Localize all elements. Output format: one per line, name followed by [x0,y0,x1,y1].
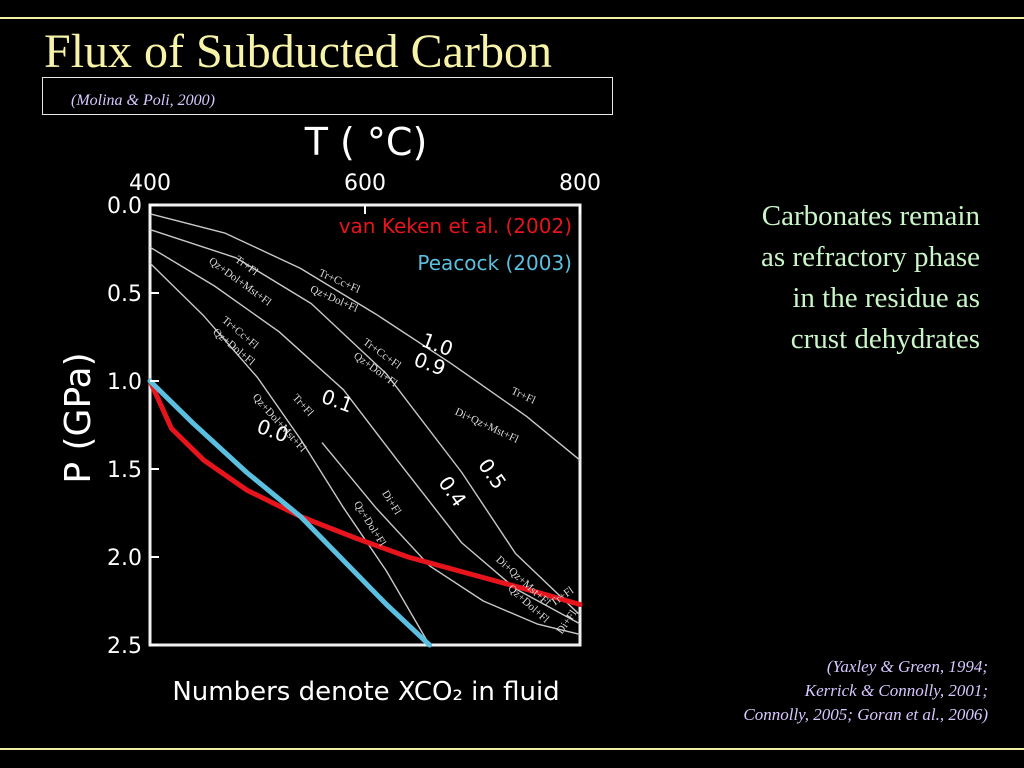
axes: 400 600 800 0.0 0.5 1.0 1.5 2.0 2.5 [107,171,601,659]
figure-citation: (Molina & Poli, 2000) [71,92,215,109]
x-tick-label: 600 [344,171,386,196]
x-tick-label: 800 [559,171,601,196]
y-tick-label: 1.0 [107,370,142,395]
side-note: Carbonates remain as refractory phase in… [660,196,980,360]
reaction-curve [149,213,581,461]
y-tick-label: 0.0 [107,194,142,219]
y-tick-label: 2.0 [107,546,142,571]
figure-citation-box: (Molina & Poli, 2000) [42,77,613,115]
x-tick-label: 400 [129,171,171,196]
series-line-peacock [147,378,432,648]
reaction-curve [149,228,581,616]
y-tick-label: 1.5 [107,458,142,483]
side-note-line: in the residue as [792,282,980,314]
side-note-line: Carbonates remain [761,200,980,232]
bottom-rule [0,748,1024,750]
slide-title: Flux of Subducted Carbon [44,25,552,78]
y-tick-label: 0.5 [107,282,142,307]
plot-frame [148,203,582,647]
reference-line: (Yaxley & Green, 1994; [826,657,988,676]
y-tick-label: 2.5 [107,634,142,659]
reaction-curve [149,246,581,625]
series [147,378,583,648]
side-note-line: crust dehydrates [790,323,980,355]
reference-line: Kerrick & Connolly, 2001; [804,681,988,700]
x-axis-label: T ( °C) [304,120,428,164]
series-line-vankeken [147,378,583,607]
side-note-line: as refractory phase [761,241,980,273]
reaction-curve [149,262,431,646]
legend-peacock: Peacock (2003) [417,251,572,275]
reaction-curve [321,442,581,636]
top-rule [0,17,1024,19]
legend-vankeken: van Keken et al. (2002) [339,214,572,238]
reference-line: Connolly, 2005; Goran et al., 2006) [743,705,988,724]
chart-footnote: Numbers denote XCO₂ in fluid [172,677,559,707]
reaction-curves [149,213,581,646]
references: (Yaxley & Green, 1994; Kerrick & Connoll… [743,655,988,727]
y-axis-label: P (GPa) [58,352,99,483]
